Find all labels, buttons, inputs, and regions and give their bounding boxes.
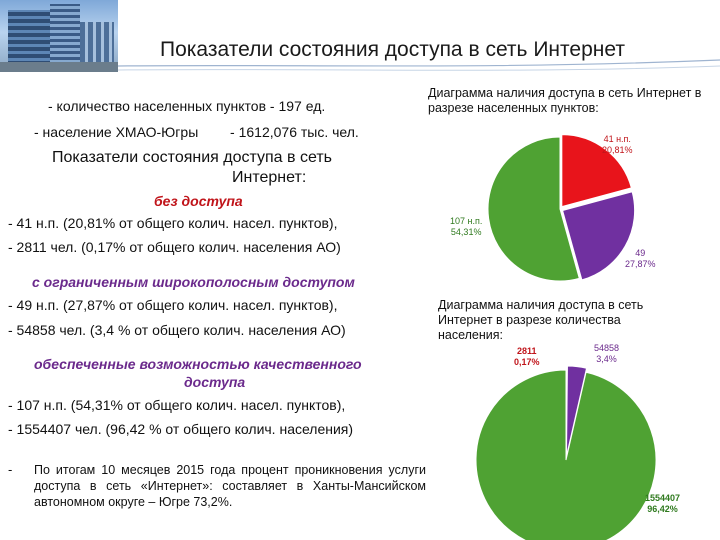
chart1-label-limited-l1: 49	[635, 248, 646, 258]
chart1-label-limited: 49 27,87%	[625, 248, 656, 270]
chart1-label-no-access-l1: 41 н.п.	[603, 134, 631, 144]
stat-settlements: - количество населенных пунктов - 197 ед…	[48, 98, 326, 114]
chart1-label-no-access-l2: 20,81%	[602, 145, 633, 155]
stat-population-value: - 1612,076 тыс. чел.	[230, 124, 359, 140]
chart1-label-quality: 107 н.п. 54,31%	[450, 216, 482, 238]
chart1-pie	[487, 134, 636, 282]
category-quality-line1: - 107 н.п. (54,31% от общего колич. насе…	[8, 397, 346, 413]
category-no-access-line2: - 2811 чел. (0,17% от общего колич. насе…	[8, 239, 341, 255]
category-limited-line1: - 49 н.п. (27,87% от общего колич. насел…	[8, 297, 338, 313]
conclusion-text: По итогам 10 месяцев 2015 года процент п…	[34, 463, 426, 509]
chart2-label-no-access-l2: 0,17%	[514, 357, 540, 367]
chart2-pie	[475, 365, 657, 540]
chart2-label-quality-l1: 1554407	[645, 493, 681, 503]
category-no-access-line1: - 41 н.п. (20,81% от общего колич. насел…	[8, 215, 338, 231]
chart2-label-limited-l2: 3,4%	[596, 354, 617, 364]
chart2-label-limited: 54858 3,4%	[594, 343, 619, 365]
category-heading-quality: обеспеченные возможностью качественного	[34, 356, 362, 372]
category-heading-limited: с ограниченным широкополосным доступом	[32, 274, 355, 290]
chart1-title: Диаграмма наличия доступа в сеть Интерне…	[428, 86, 702, 115]
stat-population-label: - население ХМАО-Югры	[34, 124, 199, 140]
chart1-label-limited-l2: 27,87%	[625, 259, 656, 269]
chart2-label-limited-l1: 54858	[594, 343, 620, 353]
chart1-slice-no-access	[561, 134, 632, 208]
stat-population: - население ХМАО-Югры - 1612,076 тыс. че…	[34, 124, 359, 141]
category-limited-line2: - 54858 чел. (3,4 % от общего колич. нас…	[8, 322, 346, 338]
conclusion-bullet: -	[8, 462, 13, 477]
chart1-label-quality-l1: 107 н.п.	[450, 216, 483, 226]
building-photo	[0, 0, 118, 72]
chart1-slice-limited	[561, 191, 636, 281]
chart2-label-quality-l2: 96,42%	[647, 504, 678, 514]
chart1-label-quality-l2: 54,31%	[450, 227, 482, 237]
chart1-label-no-access: 41 н.п. 20,81%	[602, 134, 633, 156]
slide-title: Показатели состояния доступа в сеть Инте…	[160, 38, 625, 61]
chart2-label-no-access: 2811 0,17%	[514, 346, 540, 368]
section-subtitle: Показатели состояния доступа в сеть	[52, 149, 332, 166]
chart1-slice-quality	[487, 136, 580, 282]
chart2-label-quality: 1554407 96,42%	[645, 493, 680, 515]
category-heading-quality-cont: доступа	[184, 374, 246, 390]
section-subtitle-cont: Интернет:	[232, 169, 307, 186]
chart2-title: Диаграмма наличия доступа в сеть Интерне…	[438, 298, 644, 342]
chart2-slice-limited	[565, 365, 588, 457]
category-heading-no-access: без доступа	[154, 193, 243, 209]
chart2-label-no-access-l1: 2811	[517, 346, 537, 356]
category-quality-line2: - 1554407 чел. (96,42 % от общего колич.…	[8, 421, 354, 437]
chart2-slice-quality	[475, 369, 657, 540]
